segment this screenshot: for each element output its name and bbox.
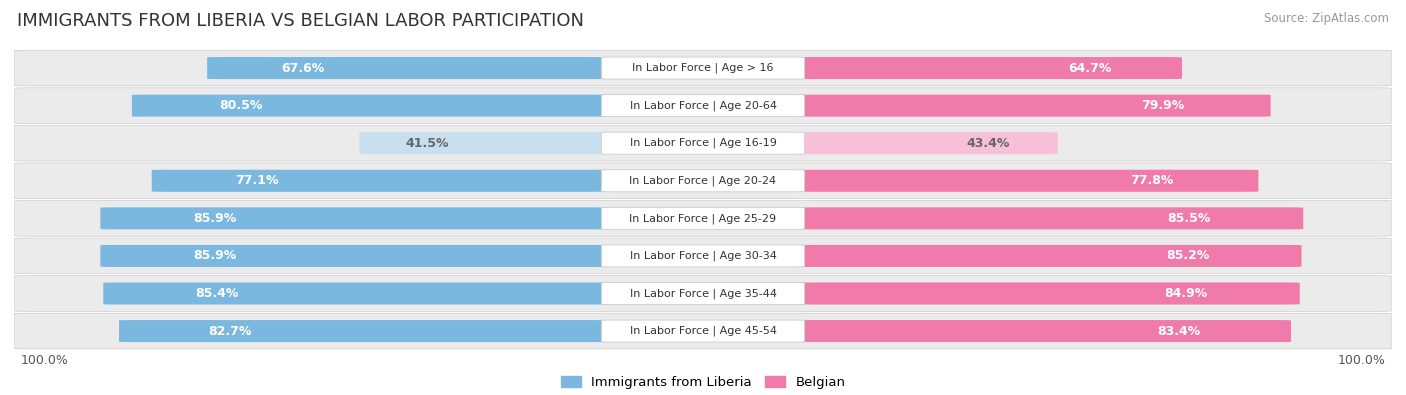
Text: 64.7%: 64.7%: [1069, 62, 1111, 75]
FancyBboxPatch shape: [100, 245, 607, 267]
FancyBboxPatch shape: [799, 245, 1302, 267]
FancyBboxPatch shape: [120, 320, 607, 342]
Text: 100.0%: 100.0%: [21, 354, 69, 367]
Text: 84.9%: 84.9%: [1164, 287, 1208, 300]
Text: In Labor Force | Age 16-19: In Labor Force | Age 16-19: [630, 138, 776, 149]
FancyBboxPatch shape: [602, 282, 804, 305]
FancyBboxPatch shape: [799, 170, 1258, 192]
Text: 80.5%: 80.5%: [219, 99, 263, 112]
FancyBboxPatch shape: [602, 207, 804, 229]
Text: 85.9%: 85.9%: [193, 212, 236, 225]
FancyBboxPatch shape: [799, 282, 1299, 305]
FancyBboxPatch shape: [100, 207, 607, 229]
FancyBboxPatch shape: [799, 95, 1271, 117]
Text: 85.4%: 85.4%: [195, 287, 239, 300]
Text: 85.9%: 85.9%: [193, 249, 236, 262]
Text: 77.8%: 77.8%: [1130, 174, 1174, 187]
FancyBboxPatch shape: [14, 238, 1392, 274]
Text: In Labor Force | Age 20-24: In Labor Force | Age 20-24: [630, 175, 776, 186]
FancyBboxPatch shape: [602, 57, 804, 79]
FancyBboxPatch shape: [14, 50, 1392, 86]
FancyBboxPatch shape: [799, 320, 1291, 342]
FancyBboxPatch shape: [602, 95, 804, 117]
FancyBboxPatch shape: [602, 132, 804, 154]
FancyBboxPatch shape: [799, 207, 1303, 229]
FancyBboxPatch shape: [152, 170, 607, 192]
FancyBboxPatch shape: [799, 132, 1057, 154]
FancyBboxPatch shape: [207, 57, 607, 79]
FancyBboxPatch shape: [799, 57, 1182, 79]
Text: In Labor Force | Age 30-34: In Labor Force | Age 30-34: [630, 251, 776, 261]
Text: In Labor Force | Age 20-64: In Labor Force | Age 20-64: [630, 100, 776, 111]
Text: In Labor Force | Age > 16: In Labor Force | Age > 16: [633, 63, 773, 73]
Text: 85.5%: 85.5%: [1167, 212, 1211, 225]
Text: 43.4%: 43.4%: [966, 137, 1010, 150]
FancyBboxPatch shape: [132, 95, 607, 117]
Text: 100.0%: 100.0%: [1337, 354, 1385, 367]
FancyBboxPatch shape: [14, 276, 1392, 311]
FancyBboxPatch shape: [14, 201, 1392, 236]
Legend: Immigrants from Liberia, Belgian: Immigrants from Liberia, Belgian: [561, 376, 845, 389]
Text: 82.7%: 82.7%: [208, 325, 252, 338]
FancyBboxPatch shape: [602, 320, 804, 342]
Text: 41.5%: 41.5%: [405, 137, 449, 150]
FancyBboxPatch shape: [14, 163, 1392, 199]
Text: In Labor Force | Age 45-54: In Labor Force | Age 45-54: [630, 326, 776, 336]
Text: Source: ZipAtlas.com: Source: ZipAtlas.com: [1264, 12, 1389, 25]
Text: In Labor Force | Age 25-29: In Labor Force | Age 25-29: [630, 213, 776, 224]
Text: IMMIGRANTS FROM LIBERIA VS BELGIAN LABOR PARTICIPATION: IMMIGRANTS FROM LIBERIA VS BELGIAN LABOR…: [17, 12, 583, 30]
FancyBboxPatch shape: [103, 282, 607, 305]
FancyBboxPatch shape: [14, 88, 1392, 124]
Text: 85.2%: 85.2%: [1166, 249, 1209, 262]
Text: In Labor Force | Age 35-44: In Labor Force | Age 35-44: [630, 288, 776, 299]
Text: 77.1%: 77.1%: [235, 174, 278, 187]
Text: 83.4%: 83.4%: [1157, 325, 1201, 338]
FancyBboxPatch shape: [602, 245, 804, 267]
FancyBboxPatch shape: [602, 170, 804, 192]
FancyBboxPatch shape: [360, 132, 607, 154]
FancyBboxPatch shape: [14, 125, 1392, 161]
FancyBboxPatch shape: [14, 313, 1392, 349]
Text: 79.9%: 79.9%: [1140, 99, 1184, 112]
Text: 67.6%: 67.6%: [281, 62, 323, 75]
